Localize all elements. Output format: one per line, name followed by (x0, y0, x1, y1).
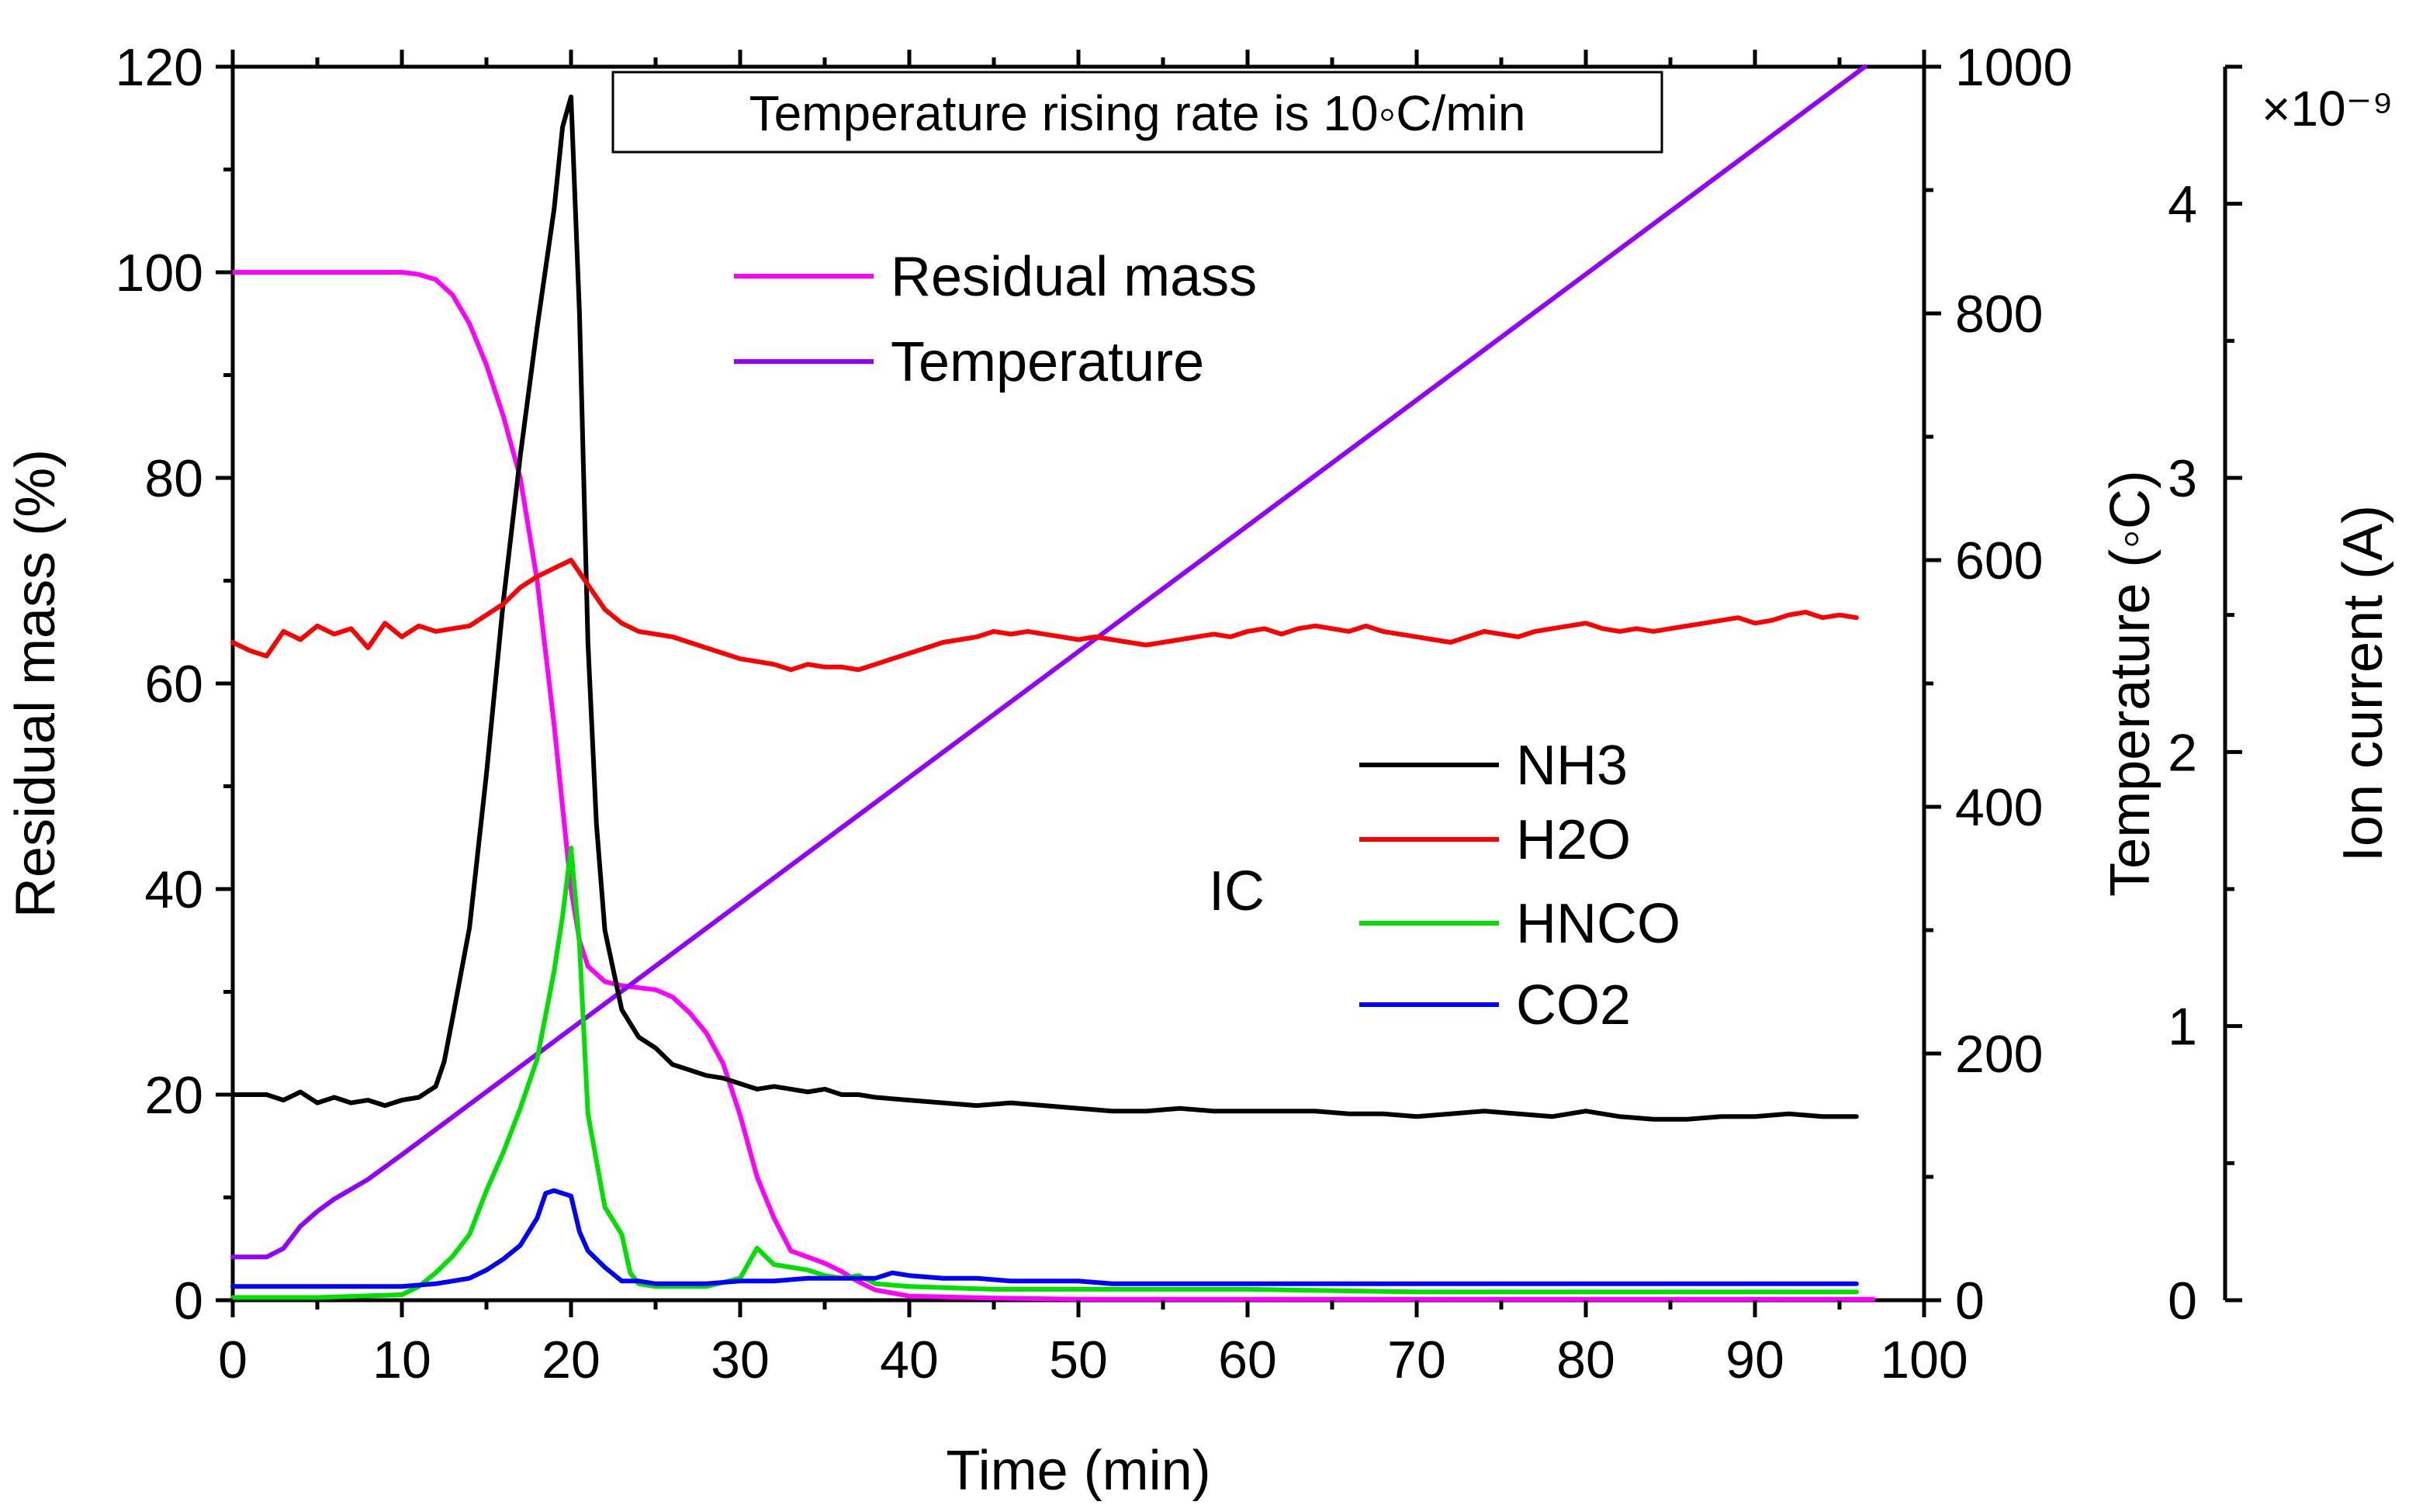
x-axis-title: Time (min) (946, 1440, 1210, 1502)
tick-layer (216, 50, 2242, 1317)
legend-label-co2: CO2 (1516, 974, 1631, 1036)
series-layer (230, 64, 1876, 1302)
y-left-tick-label: 120 (116, 38, 203, 97)
ion-axis-multiplier: ×10⁻⁹ (2262, 81, 2393, 137)
y-left-tick-label: 60 (144, 655, 203, 714)
legend-ic: IC NH3 H2O HNCO CO2 (1209, 735, 1680, 1036)
y-ion-tick-label: 3 (2168, 449, 2197, 508)
x-tick-label: 0 (218, 1330, 247, 1389)
x-tick-label: 20 (542, 1330, 601, 1389)
y-temp-tick-label: 800 (1955, 285, 2043, 344)
x-tick-label: 50 (1049, 1330, 1108, 1389)
legend-label-h2o: H2O (1516, 809, 1631, 871)
series-line-hnco (230, 846, 1859, 1300)
legend-label-hnco: HNCO (1516, 893, 1680, 955)
y-temp-tick-label: 0 (1955, 1272, 1985, 1330)
y-ion-tick-label: 4 (2168, 175, 2197, 234)
legend-label-nh3: NH3 (1516, 735, 1628, 797)
y-temp-tick-label: 400 (1955, 778, 2043, 837)
tick-label-layer: 0 10 20 30 40 50 60 70 80 90 100020406080100120020… (116, 38, 2197, 1389)
legend-ic-title: IC (1209, 860, 1265, 922)
x-tick-label: 10 (372, 1330, 431, 1389)
series-line-residual-mass (230, 270, 1876, 1302)
series-line-temperature (230, 64, 1867, 1260)
y-temp-tick-label: 600 (1955, 531, 2043, 590)
y-left-axis-title: Residual mass (%) (5, 449, 67, 918)
y-temp-tick-label: 1000 (1955, 38, 2072, 97)
x-tick-label: 60 (1218, 1330, 1277, 1389)
y-temp-tick-label: 200 (1955, 1025, 2043, 1084)
y-ion-axis-title: Ion current (A) (2332, 505, 2394, 862)
x-tick-label: 90 (1725, 1330, 1784, 1389)
x-tick-label: 70 (1387, 1330, 1446, 1389)
x-tick-label: 40 (880, 1330, 939, 1389)
x-tick-label: 30 (711, 1330, 770, 1389)
y-left-tick-label: 0 (174, 1272, 203, 1330)
y-left-tick-label: 100 (116, 244, 203, 303)
x-tick-label: 100 (1880, 1330, 1968, 1389)
y-ion-tick-label: 0 (2168, 1272, 2197, 1330)
y-left-tick-label: 40 (144, 860, 203, 919)
x-tick-label: 80 (1556, 1330, 1615, 1389)
y-left-tick-label: 20 (144, 1066, 203, 1125)
y-left-tick-label: 80 (144, 449, 203, 508)
legend-label-residual-mass: Residual mass (891, 246, 1257, 308)
annotation-text: Temperature rising rate is 10◦C/min (749, 85, 1526, 141)
series-line-nh3 (230, 94, 1859, 1122)
y-temp-axis-title: Temperature (◦C) (2099, 470, 2162, 897)
series-line-co2 (230, 1188, 1859, 1289)
annotation-box (611, 71, 1663, 154)
legend-main: Residual mass Temperature (734, 246, 1257, 393)
y-ion-tick-label: 1 (2168, 998, 2197, 1057)
series-line-h2o (230, 558, 1859, 673)
legend-label-temperature: Temperature (891, 331, 1204, 393)
y-ion-tick-label: 2 (2168, 723, 2197, 782)
